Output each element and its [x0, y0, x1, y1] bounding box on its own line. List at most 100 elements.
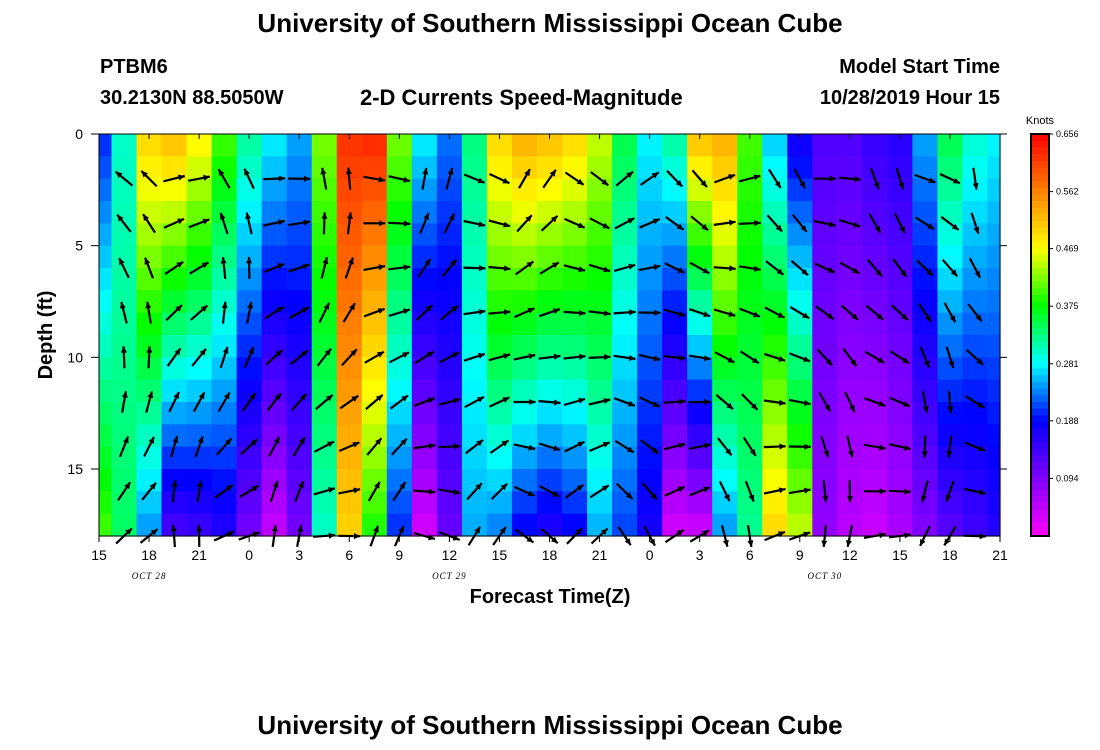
current-vector-head: [475, 483, 482, 490]
heatmap-cell: [511, 201, 538, 224]
heatmap-cell: [386, 491, 413, 515]
heatmap-cell: [987, 223, 1001, 247]
colorbar-segment: [1031, 448, 1049, 457]
colorbar-tick-label: 0.562: [1056, 187, 1079, 197]
current-vector-head: [753, 265, 761, 272]
current-vector-head: [578, 397, 586, 404]
heatmap-cell: [612, 245, 638, 269]
current-vector-head: [901, 313, 908, 321]
heatmap-cell: [687, 379, 713, 403]
heatmap-cell: [486, 156, 513, 180]
heatmap-cell: [562, 335, 588, 358]
heatmap-cell: [612, 134, 638, 157]
heatmap-cell: [837, 424, 863, 448]
heatmap-cell: [436, 245, 463, 269]
colorbar-segment: [1031, 522, 1049, 530]
heatmap-cell: [562, 245, 588, 269]
current-vector-head: [353, 487, 361, 494]
colorbar-segment: [1031, 301, 1049, 309]
current-vector-head: [428, 443, 436, 449]
heatmap-cell: [386, 268, 413, 291]
heatmap-cell: [937, 446, 964, 470]
current-vector-head: [652, 218, 660, 225]
current-vector-head: [525, 215, 532, 222]
current-vector-head: [602, 222, 610, 229]
heatmap-cell: [987, 268, 1001, 291]
heatmap-cell: [236, 491, 263, 515]
heatmap-cell: [787, 134, 813, 157]
current-vector-head: [904, 488, 911, 495]
heatmap-cell: [587, 513, 613, 537]
heatmap-cell: [536, 268, 563, 291]
heatmap-cell: [887, 491, 914, 515]
current-vector-head: [973, 226, 980, 234]
current-vector-head: [952, 177, 960, 184]
current-vector-head: [277, 263, 285, 270]
heatmap-cell: [712, 268, 738, 291]
current-vector-head: [278, 175, 286, 182]
current-vector-head: [675, 179, 683, 187]
heatmap-cell: [737, 156, 763, 180]
current-vector-head: [850, 359, 857, 367]
current-vector-head: [223, 392, 230, 400]
heatmap-cell: [787, 446, 813, 470]
heatmap-cell: [411, 201, 438, 224]
heatmap-cell: [236, 201, 263, 224]
current-vector-head: [601, 179, 609, 186]
heatmap-cell: [486, 134, 513, 157]
heatmap-cell: [587, 335, 613, 358]
current-vector-head: [226, 484, 233, 491]
current-vector-head: [125, 528, 132, 535]
heatmap-cell: [211, 134, 238, 157]
heatmap-cell: [612, 156, 638, 180]
colorbar-segment: [1031, 489, 1049, 497]
heatmap-cell: [762, 469, 788, 492]
heatmap-cell: [361, 245, 388, 269]
heatmap-cell: [862, 156, 888, 180]
heatmap-cell: [637, 268, 663, 291]
current-vector-head: [173, 392, 179, 400]
heatmap-cell: [386, 201, 413, 224]
colorbar-segment: [1031, 247, 1049, 256]
current-vector-head: [327, 441, 334, 448]
heatmap-cell: [99, 223, 113, 247]
heatmap-cell: [361, 312, 388, 336]
current-vector-head: [777, 312, 785, 318]
x-tick-label: 15: [91, 547, 107, 563]
heatmap-cell: [887, 357, 914, 381]
heatmap-cell: [486, 402, 513, 425]
y-tick-label: 5: [75, 238, 83, 254]
heatmap-cell: [787, 402, 813, 425]
heatmap-cell: [662, 134, 688, 157]
heatmap-cell: [712, 312, 738, 336]
heatmap-cell: [587, 245, 613, 269]
heatmap-cell: [887, 223, 914, 247]
heatmap-cell: [361, 268, 388, 291]
heatmap-cell: [587, 379, 613, 403]
current-vector-head: [577, 441, 585, 448]
heatmap-cell: [937, 491, 964, 515]
current-vector-head: [172, 436, 179, 443]
current-vector-head: [220, 257, 227, 264]
heatmap-cell: [236, 156, 263, 180]
heatmap-cell: [687, 156, 713, 180]
heatmap-cell: [99, 469, 113, 492]
heatmap-cell: [562, 491, 588, 515]
heatmap-cell: [211, 424, 238, 448]
heatmap-cell: [662, 402, 688, 425]
current-vector-head: [301, 350, 308, 357]
heatmap-cell: [862, 469, 888, 492]
colorbar-segment: [1031, 502, 1049, 510]
heatmap-cell: [486, 335, 513, 358]
heatmap-cell: [436, 201, 463, 224]
heatmap-cell: [386, 402, 413, 425]
current-vector-head: [679, 398, 686, 405]
x-tick-label: 18: [942, 547, 958, 563]
current-vector-head: [776, 268, 784, 275]
colorbar-segment: [1031, 415, 1049, 423]
current-vector-head: [849, 405, 855, 412]
heatmap-cell: [511, 424, 538, 448]
colorbar-segment: [1031, 180, 1049, 189]
current-vector-head: [171, 480, 178, 487]
heatmap-cell: [962, 245, 989, 269]
